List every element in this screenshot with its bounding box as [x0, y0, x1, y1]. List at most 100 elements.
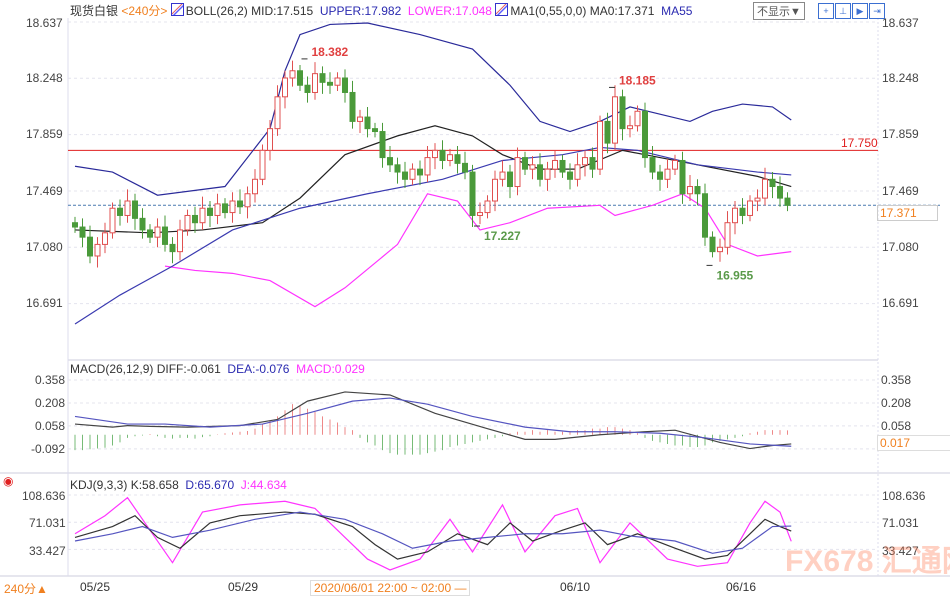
kdj-legend: KDJ(9,3,3) K:58.658 D:65.670 J:44.634 — [70, 478, 287, 492]
jump-end-button[interactable]: ⇥ — [869, 3, 885, 19]
kdj-d: D:65.670 — [185, 478, 235, 492]
candle-body — [349, 91, 356, 122]
candle-body — [154, 226, 161, 238]
candle-body — [342, 77, 348, 93]
candle-body — [529, 164, 536, 170]
candle-body — [447, 154, 453, 161]
candle-body — [657, 171, 663, 180]
candle-body — [409, 168, 416, 180]
candle-body — [634, 110, 641, 127]
candle-body — [754, 197, 761, 202]
macd-axis-left-1: 0.208 — [35, 396, 66, 410]
candle-body — [222, 203, 228, 214]
symbol-name: 现货白银 — [70, 4, 119, 18]
display-select[interactable]: 不显示▼ — [753, 2, 805, 20]
candle-body — [177, 229, 183, 253]
candle-body — [469, 171, 476, 216]
candle-body — [454, 154, 461, 164]
candle-body — [687, 186, 693, 195]
price-axis-right-5: 16.691 — [882, 296, 919, 310]
candle-body — [544, 168, 551, 180]
date-label-3: 06/16 — [726, 580, 757, 594]
candle-body — [567, 171, 573, 180]
candle-body — [199, 207, 206, 224]
current-price-badge: 17.371 — [877, 205, 938, 221]
resistance-label: 17.750 — [841, 136, 878, 150]
candle-body — [72, 222, 78, 228]
boll-upper: UPPER:17.982 — [319, 4, 402, 18]
candle-body — [424, 157, 431, 176]
crosshair-button[interactable]: + — [818, 3, 834, 19]
candle-body — [289, 70, 296, 79]
candle-body — [274, 96, 281, 130]
candle-body — [102, 232, 108, 245]
candle-body — [694, 186, 701, 195]
candle-body — [364, 116, 371, 130]
boll-lower: LOWER:17.048 — [407, 4, 492, 18]
candle-body — [169, 243, 176, 253]
candle-body — [417, 168, 423, 176]
price-axis-left-4: 17.080 — [26, 240, 63, 254]
candle-body — [522, 157, 528, 170]
macd-label: MACD(26,12,9) — [70, 362, 154, 376]
crosshair-time-label: 2020/06/01 22:00 ~ 02:00 — — [310, 580, 471, 596]
boll-upper-line — [74, 22, 792, 196]
candle-body — [379, 131, 386, 159]
candle-body — [769, 178, 776, 188]
ma-label: MA1(0,55,0,0) — [510, 4, 587, 18]
macd-axis-right-2: 0.058 — [881, 419, 912, 433]
price-axis-left-1: 18.248 — [26, 71, 63, 85]
price-axis-left-0: 18.637 — [26, 16, 63, 30]
candle-body — [394, 164, 401, 173]
period-toggle[interactable]: 240分▲ — [4, 582, 48, 596]
candle-body — [319, 73, 326, 83]
kdj-d-line — [74, 511, 792, 554]
candle-body — [244, 193, 251, 208]
price-axis-right-4: 17.080 — [882, 240, 919, 254]
candle-body — [604, 120, 611, 144]
candle-body — [574, 164, 581, 180]
candle-body — [432, 149, 438, 159]
boll-mid: MID:17.515 — [251, 4, 314, 18]
ma-indicator-icon[interactable] — [495, 3, 509, 16]
candle-body — [282, 77, 288, 98]
candle-body — [109, 207, 116, 234]
candle-body — [327, 81, 333, 86]
ma0-value: MA0:17.371 — [589, 4, 655, 18]
candle-body — [207, 207, 213, 216]
kdj-axis-left-1: 71.031 — [29, 516, 66, 530]
price-axis-right-3: 17.469 — [882, 184, 919, 198]
candle-body — [777, 186, 783, 199]
boll-indicator-icon[interactable] — [170, 3, 184, 16]
candle-body — [507, 171, 513, 188]
candle-body — [784, 197, 791, 206]
kdj-axis-right-1: 71.031 — [882, 516, 919, 530]
candle-body — [702, 193, 708, 238]
price-axis-right-2: 17.859 — [882, 127, 919, 141]
macd-dea-line — [74, 397, 792, 447]
candle-body — [709, 236, 716, 253]
zoom-button[interactable]: ⊥ — [835, 3, 851, 19]
candle-body — [747, 200, 753, 216]
watermark-logo: FX678 汇通网 — [785, 545, 950, 578]
candle-body — [732, 207, 738, 224]
kdj-label: KDJ(9,3,3) — [70, 478, 128, 492]
date-label-2: 06/10 — [560, 580, 591, 594]
candle-body — [192, 214, 198, 224]
candle-body — [649, 157, 656, 173]
candle-body — [717, 246, 723, 253]
candle-body — [252, 178, 258, 195]
candle-body — [739, 207, 746, 216]
extreme-price-label: 18.382 — [312, 45, 349, 59]
settings-target-icon[interactable]: ◉ — [3, 474, 14, 488]
candle-body — [237, 200, 243, 208]
date-label-0: 05/25 — [80, 580, 111, 594]
kdj-axis-left-2: 33.427 — [29, 544, 66, 558]
header-legend: 现货白银 <240分> BOLL(26,2) MID:17.515 UPPER:… — [70, 2, 692, 19]
candle-body — [559, 159, 566, 173]
macd-axis-right-1: 0.208 — [881, 396, 912, 410]
macd-value: MACD:0.029 — [296, 362, 365, 376]
step-forward-button[interactable]: ▶ — [852, 3, 868, 19]
